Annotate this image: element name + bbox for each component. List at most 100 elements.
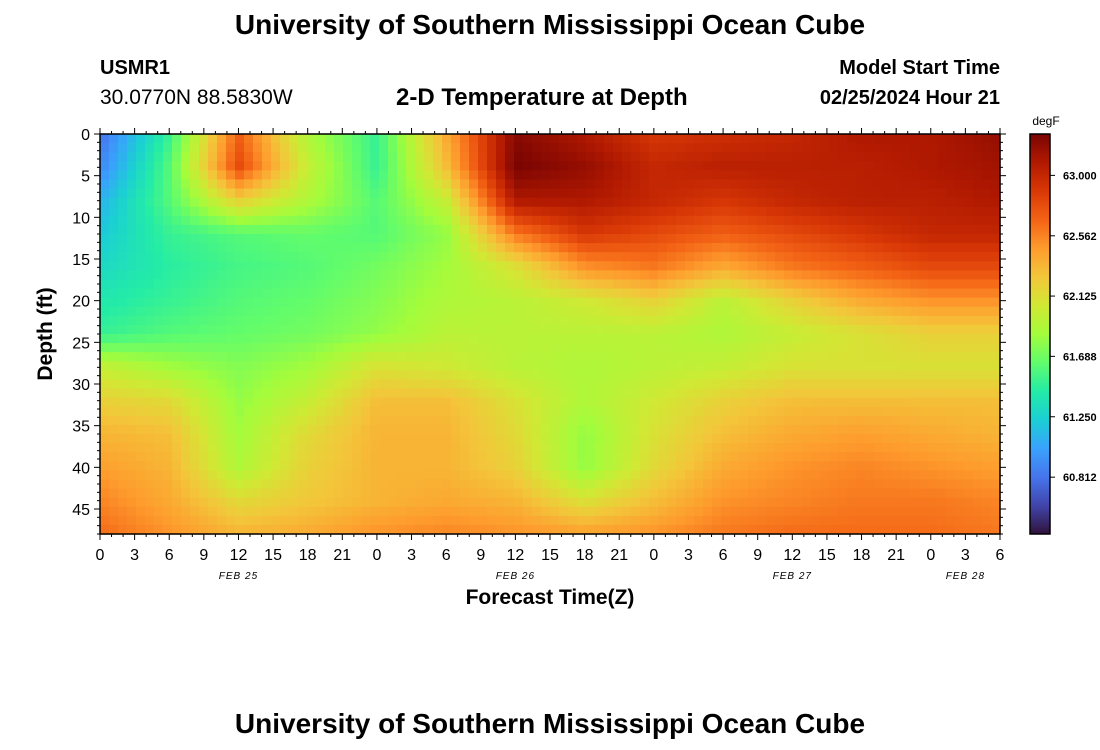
heatmap-cell xyxy=(145,388,155,399)
heatmap-cell xyxy=(100,243,110,253)
heatmap-cell xyxy=(199,461,209,471)
heatmap-cell xyxy=(577,461,587,471)
heatmap-cell xyxy=(226,279,236,290)
heatmap-cell xyxy=(613,306,623,317)
heatmap-cell xyxy=(676,324,686,335)
heatmap-cell xyxy=(298,188,308,199)
heatmap-cell xyxy=(118,324,128,335)
heatmap-cell xyxy=(622,406,632,417)
heatmap-cell xyxy=(298,261,308,271)
heatmap-cell xyxy=(847,315,857,326)
heatmap-cell xyxy=(262,297,272,308)
heatmap-cell xyxy=(505,279,515,290)
heatmap-cell xyxy=(613,215,623,226)
heatmap-cell xyxy=(568,315,578,326)
heatmap-cell xyxy=(649,515,659,526)
heatmap-cell xyxy=(550,206,560,217)
heatmap-cell xyxy=(154,306,164,317)
heatmap-cell xyxy=(199,161,209,171)
heatmap-cell xyxy=(415,252,425,262)
heatmap-cell xyxy=(883,261,893,271)
heatmap-cell xyxy=(271,279,281,290)
heatmap-cell xyxy=(919,370,929,381)
heatmap-cell xyxy=(262,170,272,181)
heatmap-cell xyxy=(307,252,317,262)
heatmap-cell xyxy=(289,206,299,217)
heatmap-cell xyxy=(379,143,389,153)
heatmap-cell xyxy=(937,288,947,299)
heatmap-cell xyxy=(343,270,353,281)
heatmap-cell xyxy=(262,152,272,162)
heatmap-cell xyxy=(991,297,1001,308)
heatmap-cell xyxy=(991,343,1001,353)
heatmap-cell xyxy=(100,497,110,508)
heatmap-cell xyxy=(469,206,479,217)
heatmap-cell xyxy=(316,388,326,399)
heatmap-cell xyxy=(496,243,506,253)
heatmap-cell xyxy=(721,243,731,253)
heatmap-cell xyxy=(352,524,362,535)
heatmap-cell xyxy=(595,288,605,299)
heatmap-cell xyxy=(379,315,389,326)
heatmap-cell xyxy=(460,506,470,517)
heatmap-cell xyxy=(766,324,776,335)
heatmap-cell xyxy=(154,470,164,481)
heatmap-cell xyxy=(568,524,578,535)
heatmap-cell xyxy=(541,197,551,208)
heatmap-cell xyxy=(649,134,659,144)
heatmap-cell xyxy=(667,197,677,208)
heatmap-cell xyxy=(883,324,893,335)
heatmap-cell xyxy=(388,334,398,344)
heatmap-cell xyxy=(640,288,650,299)
heatmap-cell xyxy=(298,443,308,453)
heatmap-cell xyxy=(622,524,632,535)
heatmap-cell xyxy=(766,488,776,499)
heatmap-cell xyxy=(613,497,623,508)
heatmap-cell xyxy=(208,506,218,517)
heatmap-cell xyxy=(739,206,749,217)
heatmap-cell xyxy=(595,434,605,444)
heatmap-cell xyxy=(424,170,434,181)
heatmap-cell xyxy=(307,515,317,526)
heatmap-cell xyxy=(370,443,380,453)
heatmap-cell xyxy=(991,288,1001,299)
heatmap-cell xyxy=(901,515,911,526)
heatmap-cell xyxy=(730,270,740,281)
heatmap-cell xyxy=(928,206,938,217)
heatmap-cell xyxy=(172,261,182,271)
heatmap-cell xyxy=(271,188,281,199)
heatmap-cell xyxy=(145,424,155,435)
heatmap-cell xyxy=(190,515,200,526)
heatmap-cell xyxy=(928,497,938,508)
heatmap-cell xyxy=(883,524,893,535)
heatmap-cell xyxy=(820,288,830,299)
heatmap-cell xyxy=(199,497,209,508)
heatmap-cell xyxy=(451,506,461,517)
heatmap-cell xyxy=(730,197,740,208)
heatmap-cell xyxy=(190,479,200,490)
heatmap-cell xyxy=(541,497,551,508)
heatmap-cell xyxy=(982,370,992,381)
heatmap-cell xyxy=(739,488,749,499)
heatmap-cell xyxy=(433,215,443,226)
heatmap-cell xyxy=(829,370,839,381)
heatmap-cell xyxy=(937,234,947,244)
heatmap-cell xyxy=(370,215,380,226)
heatmap-cell xyxy=(190,434,200,444)
heatmap-cell xyxy=(280,515,290,526)
heatmap-cell xyxy=(343,506,353,517)
heatmap-cell xyxy=(424,488,434,499)
heatmap-cell xyxy=(919,497,929,508)
heatmap-cell xyxy=(694,134,704,144)
heatmap-cell xyxy=(883,306,893,317)
heatmap-cell xyxy=(226,215,236,226)
heatmap-cell xyxy=(685,161,695,171)
heatmap-cell xyxy=(892,343,902,353)
heatmap-cell xyxy=(847,261,857,271)
heatmap-cell xyxy=(523,461,533,471)
heatmap-cell xyxy=(721,161,731,171)
heatmap-cell xyxy=(136,234,146,244)
heatmap-cell xyxy=(343,188,353,199)
heatmap-cell xyxy=(154,379,164,390)
heatmap-cell xyxy=(658,206,668,217)
